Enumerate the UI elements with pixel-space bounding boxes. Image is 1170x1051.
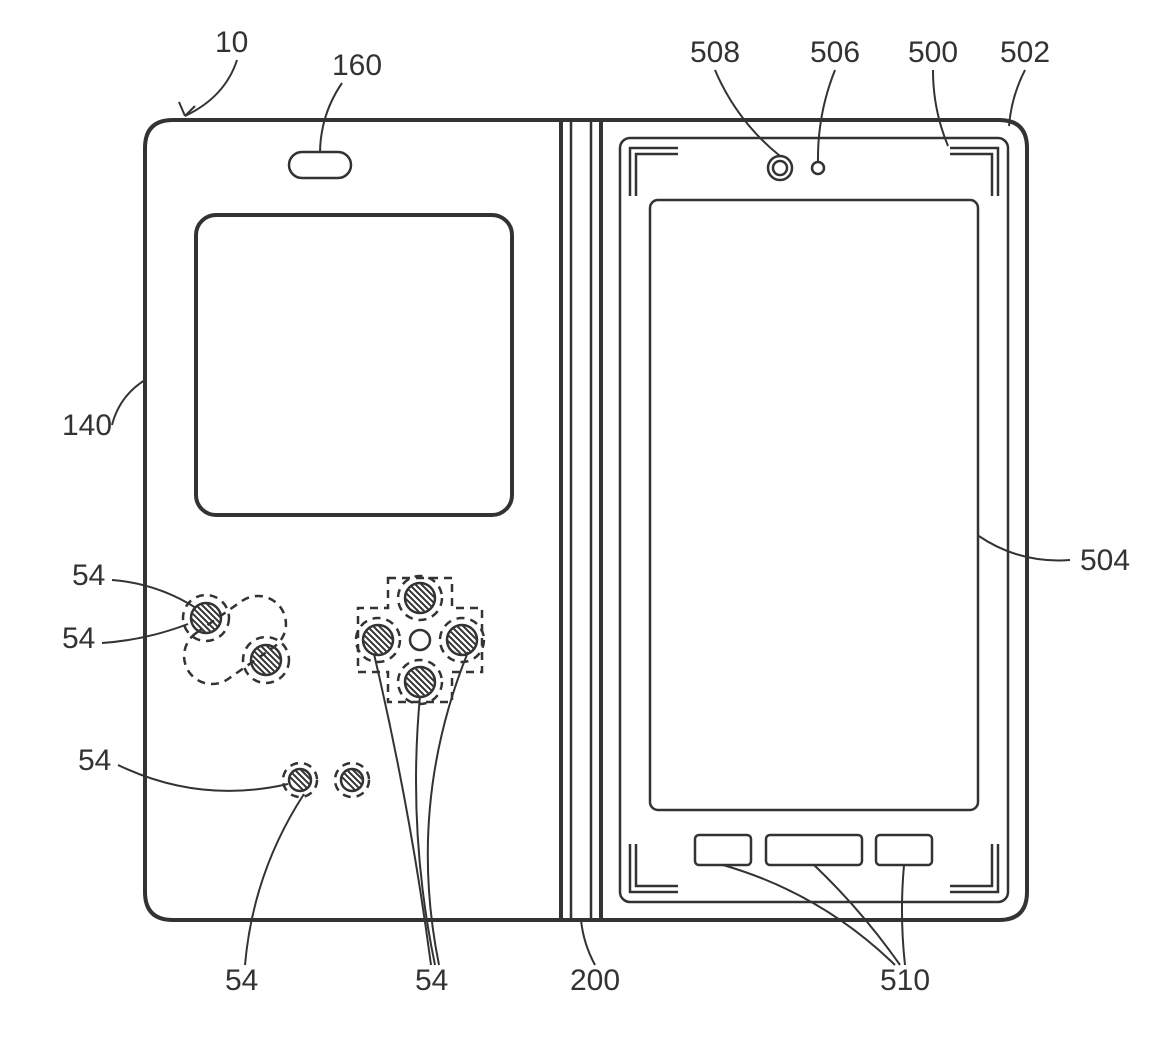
svg-text:54: 54 (225, 964, 258, 997)
svg-text:502: 502 (1000, 36, 1050, 69)
svg-text:506: 506 (810, 36, 860, 69)
svg-text:54: 54 (72, 559, 105, 592)
svg-text:504: 504 (1080, 544, 1130, 577)
svg-text:200: 200 (570, 964, 620, 997)
svg-text:54: 54 (78, 744, 111, 777)
svg-text:508: 508 (690, 36, 740, 69)
svg-text:500: 500 (908, 36, 958, 69)
svg-text:54: 54 (62, 622, 95, 655)
svg-text:10: 10 (215, 26, 248, 59)
svg-text:160: 160 (332, 49, 382, 82)
svg-text:54: 54 (415, 964, 448, 997)
svg-text:140: 140 (62, 409, 112, 442)
svg-text:510: 510 (880, 964, 930, 997)
